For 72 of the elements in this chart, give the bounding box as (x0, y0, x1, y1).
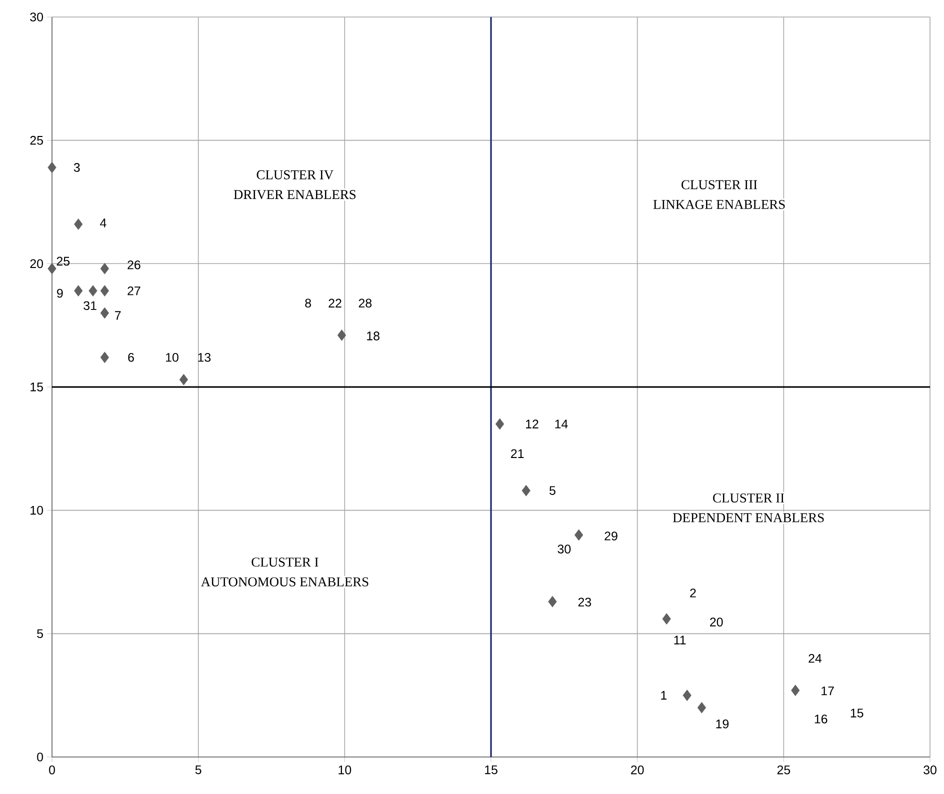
point (100, 352, 109, 364)
y-tick-label: 10 (30, 506, 44, 515)
annotation: AUTONOMOUS ENABLERS (200, 577, 368, 586)
point (791, 684, 800, 696)
annotation: 8 (305, 298, 312, 308)
x-tick-label: 15 (485, 766, 498, 774)
annotation: 30 (558, 544, 571, 554)
y-tick-label: 5 (37, 629, 43, 638)
annotation: DEPENDENT ENABLERS (672, 513, 824, 522)
annotation: 1 (661, 691, 667, 700)
point (682, 690, 692, 702)
point (100, 262, 109, 274)
annotation: 28 (358, 298, 372, 308)
y-tick-label: 0 (37, 752, 44, 762)
annotation: 3 (74, 163, 80, 172)
annotation: 4 (100, 218, 106, 228)
annotation: 24 (808, 654, 822, 663)
x-tick-label: 0 (49, 766, 55, 774)
point (88, 285, 98, 296)
annotation: 25 (56, 256, 70, 266)
point (100, 307, 109, 319)
y-tick-label: 25 (30, 136, 43, 145)
point (74, 285, 83, 296)
annotation: 23 (578, 598, 592, 607)
annotation: 29 (604, 532, 618, 540)
annotation: 31 (84, 301, 96, 310)
annotation: LINKAGE ENABLERS (653, 200, 785, 209)
annotation: CLUSTER III (682, 180, 758, 190)
annotation: 20 (710, 618, 723, 626)
annotation: 7 (115, 311, 121, 320)
point (574, 529, 584, 541)
annotation: 16 (814, 714, 828, 724)
annotation: 15 (850, 708, 864, 718)
annotation: 11 (674, 636, 686, 644)
annotation: 13 (198, 352, 211, 362)
point (495, 418, 504, 430)
annotation: 26 (128, 260, 140, 270)
annotation: 5 (550, 486, 556, 495)
annotation: 6 (128, 352, 134, 362)
x-tick-label: 10 (338, 766, 352, 774)
x-tick-label: 30 (924, 766, 936, 774)
point (48, 262, 56, 274)
y-tick-label: 20 (30, 259, 44, 268)
point (48, 162, 56, 174)
annotation: 17 (822, 686, 834, 696)
x-tick-label: 25 (777, 766, 790, 774)
annotation: 18 (367, 332, 380, 340)
point (522, 484, 530, 496)
x-tick-label: 5 (195, 766, 202, 774)
annotation: 10 (166, 352, 178, 362)
point (100, 285, 109, 296)
annotation: 27 (128, 286, 140, 296)
annotation: 21 (511, 449, 524, 458)
annotation: 22 (328, 298, 342, 308)
annotation: 2 (690, 588, 696, 598)
y-tick-label: 15 (30, 382, 43, 392)
point (662, 613, 671, 625)
annotation: DRIVER ENABLERS (234, 190, 356, 200)
annotation: 12 (526, 420, 538, 428)
annotation: 9 (57, 288, 63, 298)
x-tick-label: 20 (631, 766, 644, 774)
annotation: 14 (555, 420, 568, 428)
point (548, 596, 557, 608)
annotation: CLUSTER I (252, 558, 318, 567)
point (697, 702, 706, 714)
annotation: CLUSTER II (713, 493, 784, 503)
annotation: CLUSTER IV (256, 170, 334, 180)
point (74, 218, 83, 230)
annotation: 19 (716, 720, 729, 728)
point (179, 374, 188, 386)
y-tick-label: 30 (30, 12, 44, 22)
point (337, 330, 346, 341)
